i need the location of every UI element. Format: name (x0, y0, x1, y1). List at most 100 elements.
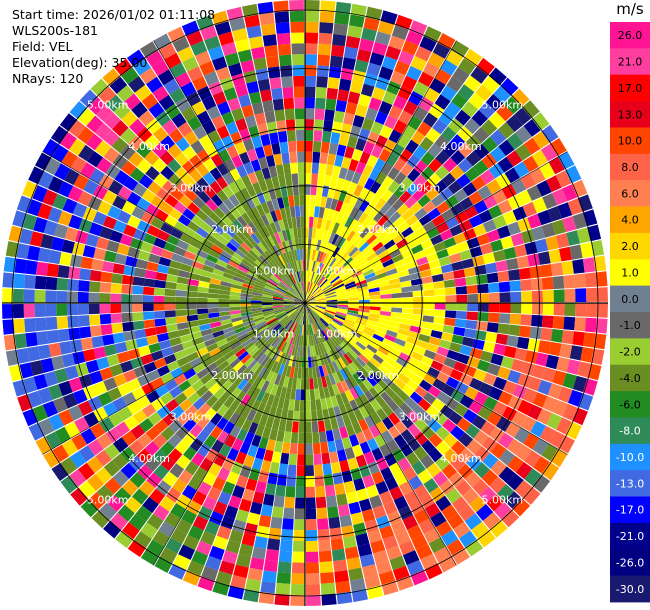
range-gate-cell (280, 65, 293, 77)
range-gate-cell (413, 509, 430, 525)
range-gate-cell (164, 379, 178, 392)
range-gate-cell (299, 400, 305, 412)
range-gate-cell (407, 168, 421, 182)
range-gate-cell (88, 292, 100, 303)
range-gate-cell (430, 360, 444, 372)
range-gate-cell (430, 330, 443, 339)
range-gate-cell (58, 409, 74, 426)
range-gate-cell (211, 56, 228, 71)
range-gate-cell (419, 136, 434, 152)
range-gate-cell (216, 176, 228, 190)
range-gate-cell (339, 202, 349, 214)
range-gate-cell (318, 228, 325, 241)
range-gate-cell (283, 298, 295, 302)
range-gate-cell (309, 249, 314, 261)
range-gate-cell (248, 346, 260, 357)
range-gate-cell (419, 36, 437, 52)
range-gate-cell (160, 135, 175, 151)
range-gate-cell (509, 313, 522, 325)
range-gate-cell (334, 314, 346, 321)
range-gate-cell (320, 441, 329, 454)
range-gate-cell (377, 322, 389, 330)
range-gate-cell (47, 207, 63, 223)
range-gate-cell (204, 520, 220, 536)
range-gate-cell (271, 87, 283, 100)
range-gate-cell (346, 557, 362, 570)
range-gate-cell (314, 250, 319, 262)
range-gate-cell (561, 330, 575, 345)
range-gate-cell (306, 313, 309, 325)
range-gate-cell (565, 421, 582, 440)
range-gate-cell (276, 572, 291, 584)
colorbar-tick-label: -1.0 (619, 319, 640, 332)
colorbar-tick-label: 1.0 (621, 267, 639, 280)
range-gate-cell (52, 397, 68, 413)
range-gate-cell (313, 453, 322, 466)
range-gate-cell (256, 216, 266, 228)
range-gate-cell (325, 197, 333, 209)
range-gate-cell (488, 204, 503, 219)
range-gate-cell (96, 484, 114, 502)
range-gate-cell (327, 77, 340, 90)
range-gate-cell (216, 417, 229, 431)
range-gate-cell (330, 538, 344, 551)
range-gate-cell (165, 317, 177, 325)
range-gate-cell (493, 85, 511, 104)
range-gate-cell (283, 299, 295, 302)
range-gate-cell (232, 375, 244, 388)
range-gate-cell (34, 304, 46, 318)
range-gate-cell (424, 502, 441, 519)
range-gate-cell (222, 481, 236, 495)
range-gate-cell (449, 134, 466, 150)
range-gate-cell (60, 475, 78, 494)
range-gate-cell (217, 467, 231, 481)
range-gate-cell (261, 202, 270, 214)
range-gate-cell (335, 200, 344, 212)
range-gate-cell (391, 342, 404, 352)
range-gate-cell (208, 46, 224, 61)
range-gate-cell (294, 205, 301, 217)
range-gate-cell (349, 206, 359, 219)
range-gate-cell (486, 229, 501, 243)
range-gate-cell (505, 422, 521, 438)
range-gate-cell (281, 529, 294, 541)
colorbar-tick-label: 8.0 (621, 161, 639, 174)
range-gate-cell (181, 160, 196, 175)
range-gate-cell (293, 284, 300, 294)
range-gate-cell (205, 448, 219, 463)
range-gate-cell (334, 235, 343, 247)
range-gate-cell (305, 21, 319, 33)
range-gate-cell (343, 535, 357, 549)
range-gate-cell (568, 389, 583, 407)
range-gate-cell (514, 244, 528, 258)
range-gate-cell (427, 52, 445, 69)
range-gate-cell (423, 309, 435, 317)
range-gate-cell (277, 397, 285, 409)
range-gate-cell (316, 76, 328, 88)
range-gate-cell (248, 373, 258, 385)
range-gate-cell (389, 228, 401, 240)
range-gate-cell (214, 21, 232, 36)
range-gate-cell (399, 540, 415, 556)
range-gate-cell (339, 514, 353, 528)
range-gate-cell (332, 261, 342, 271)
range-gate-cell (576, 227, 591, 244)
range-gate-cell (405, 30, 423, 46)
range-gate-cell (237, 350, 249, 361)
range-gate-cell (123, 224, 137, 238)
range-gate-cell (363, 451, 376, 465)
range-gate-cell (389, 211, 402, 223)
range-gate-cell (230, 575, 247, 589)
range-gate-cell (12, 288, 24, 303)
range-gate-cell (175, 137, 190, 152)
range-gate-cell (482, 512, 501, 530)
range-gate-cell (246, 209, 256, 222)
range-gate-cell (324, 328, 333, 338)
range-gate-cell (181, 20, 200, 37)
range-ring-label: 4.00km (128, 452, 170, 465)
range-gate-cell (484, 262, 498, 274)
range-gate-cell (286, 320, 294, 331)
range-gate-cell (347, 291, 359, 297)
range-gate-cell (305, 335, 308, 347)
range-gate-cell (215, 66, 231, 81)
